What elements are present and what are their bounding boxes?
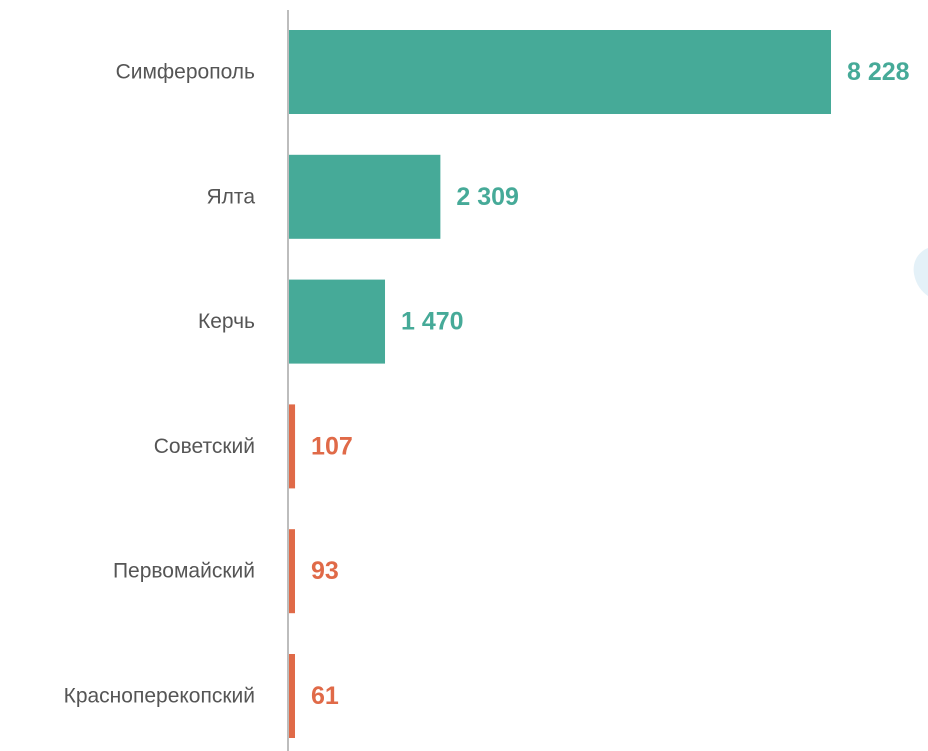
category-label: Симферополь [116,61,255,84]
category-label: Первомайский [113,560,255,583]
bar-6 [288,654,295,738]
watermark-shape [913,248,928,296]
category-label: Красноперекопский [64,685,255,708]
category-labels: Симферополь Ялта Керчь Советский Первомайски… [64,61,256,708]
value-label: 1 470 [401,308,464,336]
bars [288,30,831,738]
value-label: 2 309 [456,183,519,211]
bar-3 [288,279,386,364]
category-label: Керчь [198,310,255,333]
value-labels: 8 228 2 309 1 470 107 93 61 [311,58,910,710]
bar-2 [288,154,441,239]
value-label: 93 [311,557,339,585]
bar-5 [288,529,295,614]
bar-4 [288,404,296,489]
value-label: 61 [311,682,339,710]
value-label: 8 228 [847,58,910,86]
watermark [913,248,928,296]
category-label: Ялта [207,185,256,208]
bar-1 [288,30,831,114]
category-label: Советский [154,435,255,458]
value-label: 107 [311,432,353,460]
